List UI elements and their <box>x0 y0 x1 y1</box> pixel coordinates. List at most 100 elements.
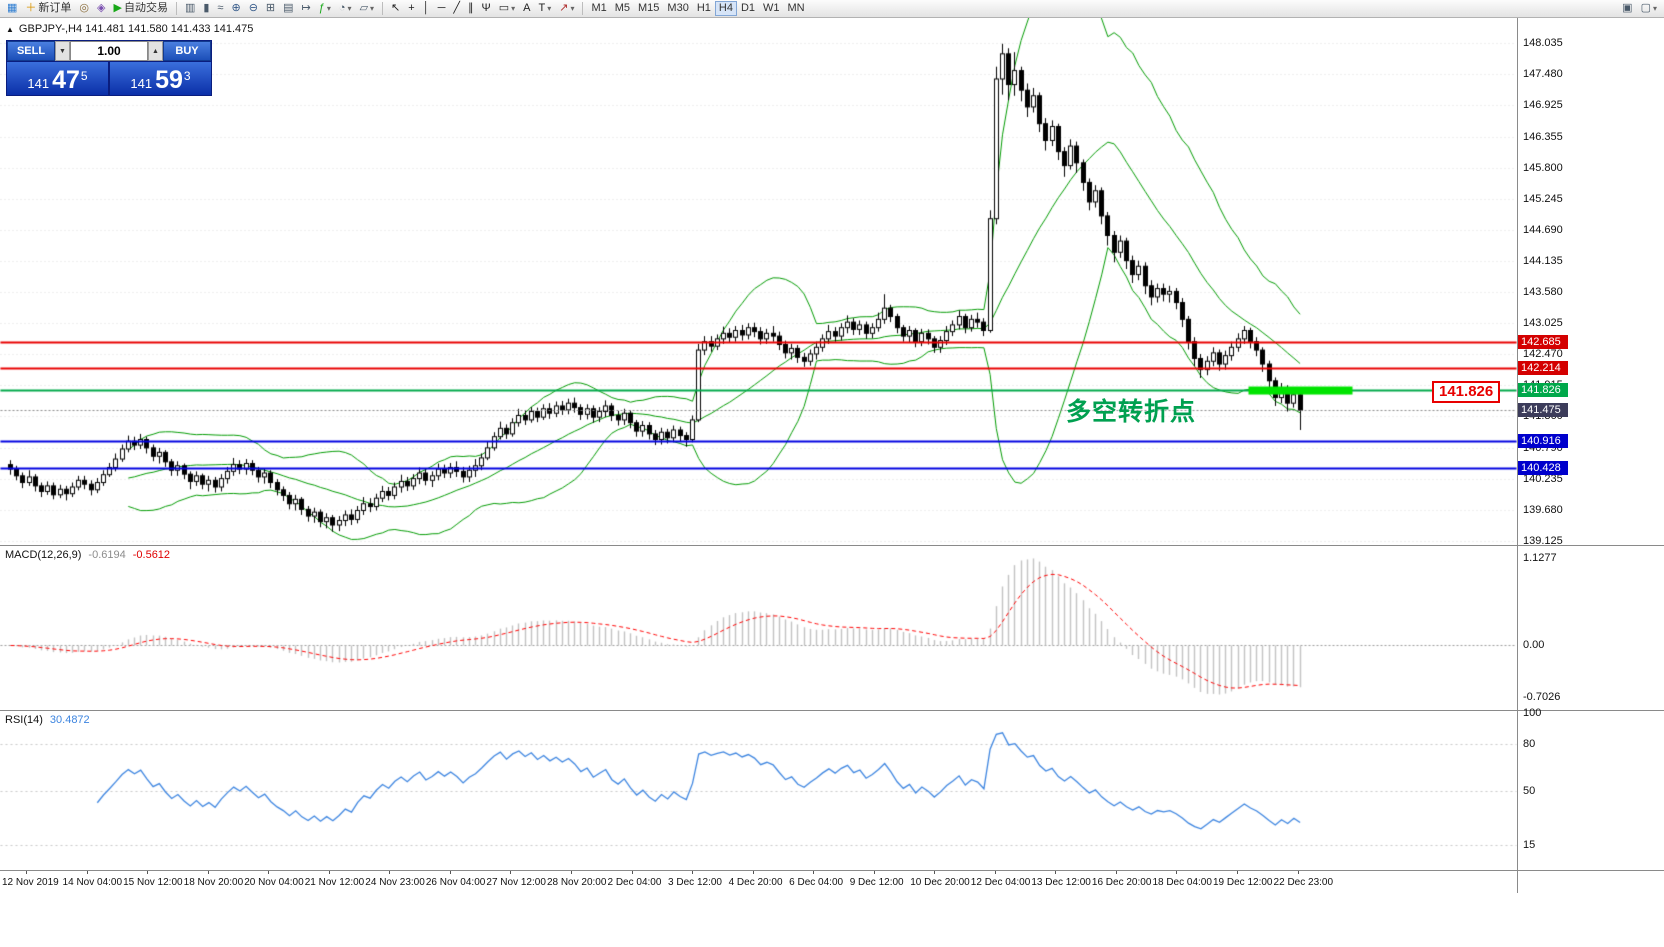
arrows-button[interactable]: ↗ ▾ <box>555 1 578 16</box>
autotrading-button[interactable]: ▶ 自动交易 <box>109 1 171 16</box>
scripts-icon-button[interactable]: ◈ <box>93 1 109 16</box>
time-axis-separator <box>0 870 1664 871</box>
new-chart-button[interactable]: ▢ ▾ <box>1637 1 1661 16</box>
buy-price-prefix: 141 <box>130 76 153 91</box>
time-axis-label: 16 Dec 20:00 <box>1091 877 1152 888</box>
time-scale[interactable]: 12 Nov 2019 14 Nov 04:00 15 Nov 12:00 18 No… <box>0 871 1517 893</box>
buy-button[interactable]: BUY <box>163 41 211 61</box>
crosshair-button[interactable]: + <box>404 1 418 16</box>
timeframe-m15-button[interactable]: M15 <box>634 1 663 16</box>
dock-chart-button[interactable]: ▣ <box>1618 1 1636 16</box>
periods-button[interactable]: ◔ ▾ <box>335 1 356 16</box>
chart-line-button[interactable]: ≈ <box>213 1 227 16</box>
sell-price-pip: 5 <box>80 69 88 83</box>
sell-price-display[interactable]: 141 47 5 <box>7 62 108 95</box>
price-axis-label: 145.245 <box>1523 192 1563 205</box>
time-axis-tick <box>1055 871 1057 874</box>
timeframe-m1-button[interactable]: M1 <box>587 1 610 16</box>
time-axis-label: 22 Dec 23:00 <box>1273 877 1334 888</box>
chart-window-icon-button[interactable]: ▦ <box>3 1 21 16</box>
timeframe-m30-button[interactable]: M30 <box>663 1 692 16</box>
main-chart-canvas[interactable] <box>0 18 1517 545</box>
price-axis-label: 146.925 <box>1523 99 1563 112</box>
autotrading-button-label: 自动交易 <box>123 2 168 14</box>
macd-signal-value: -0.5612 <box>132 549 171 561</box>
time-axis-label: 21 Nov 12:00 <box>304 877 365 888</box>
timeframe-w1-button[interactable]: W1 <box>759 1 784 16</box>
tile-windows-button[interactable]: ⊞ <box>262 1 279 16</box>
rsi-value: 30.4872 <box>49 714 90 726</box>
timeframe-h1-button-label: H1 <box>696 2 711 14</box>
time-axis-label: 24 Nov 23:00 <box>365 877 425 888</box>
periods-button-dropdown-icon[interactable]: ▾ <box>347 3 352 13</box>
text-button[interactable]: A <box>519 1 534 16</box>
indicators-button[interactable]: ƒ ▾ <box>315 1 335 16</box>
time-axis-tick <box>631 871 633 874</box>
shapes-button-dropdown-icon[interactable]: ▾ <box>511 3 516 13</box>
rsi-axis-label: 50 <box>1523 784 1536 797</box>
new-order-button[interactable]: ＋新订单 <box>21 1 75 16</box>
symbol-ohlc-text: GBPJPY-,H4 141.481 141.580 141.433 141.4… <box>18 23 254 35</box>
macd-panel-splitter[interactable] <box>0 545 1664 546</box>
indicators-button-dropdown-icon[interactable]: ▾ <box>326 3 331 13</box>
cursor-button[interactable]: ↖ <box>387 1 404 16</box>
text-label-button[interactable]: T ▾ <box>534 1 555 16</box>
fibonacci-button[interactable]: Ψ <box>478 1 495 16</box>
volume-increase-button[interactable]: ▲ <box>148 41 163 61</box>
time-axis-label: 3 Dec 12:00 <box>668 877 722 888</box>
time-axis-tick <box>449 871 451 874</box>
time-axis-label: 27 Nov 12:00 <box>486 877 546 888</box>
timeframe-m5-button[interactable]: M5 <box>611 1 634 16</box>
equidistant-channel-button[interactable]: ∥ <box>464 1 478 16</box>
chart-shift-icon: ↦ <box>301 2 311 14</box>
templates-button[interactable]: ▱ ▾ <box>356 1 378 16</box>
price-tag: 140.916 <box>1518 433 1568 448</box>
trade-controls-row: SELL ▼ ▲ BUY <box>7 41 211 61</box>
templates-button-dropdown-icon[interactable]: ▾ <box>370 3 375 13</box>
price-axis-label: 139.125 <box>1523 535 1563 547</box>
zoom-out-button[interactable]: ⊖ <box>245 1 262 16</box>
autotrading-icon: ▶ <box>113 2 122 14</box>
equidistant-channel-icon: ∥ <box>468 2 474 14</box>
time-axis-label: 12 Dec 04:00 <box>970 877 1031 888</box>
chart-candles-button[interactable]: ▮ <box>199 1 213 16</box>
time-axis-tick <box>570 871 572 874</box>
price-tag: 142.685 <box>1518 335 1568 350</box>
expert-advisors-icon-button[interactable]: ◎ <box>75 1 93 16</box>
main-toolbar: ▦ ＋新订单 ◎ ◈ ▶ 自动交易 ▥ ▮ ≈ ⊕ ⊖ ⊞ ▤ ↦ ƒ ▾ ◔ ▾ ▱ ▾ ↖ + │ ─ ╱ ∥ Ψ ▭ ▾ A T ▾ ↗ ▾… <box>0 0 1664 18</box>
price-axis-label: 148.035 <box>1523 37 1563 49</box>
new-chart-button-dropdown-icon[interactable]: ▾ <box>1652 3 1657 13</box>
arrows-button-dropdown-icon[interactable]: ▾ <box>570 3 575 13</box>
time-axis-label: 15 Nov 12:00 <box>123 877 183 888</box>
timeframe-h4-button[interactable]: H4 <box>714 1 737 16</box>
rsi-canvas[interactable] <box>0 711 1517 870</box>
price-scale[interactable]: 148.035 147.480 146.925 146.355 145.800 145.2… <box>1517 18 1664 893</box>
macd-canvas[interactable] <box>0 546 1517 710</box>
time-axis-tick <box>994 871 996 874</box>
text-label-button-dropdown-icon[interactable]: ▾ <box>547 3 552 13</box>
auto-arrange-button[interactable]: ▤ <box>279 1 297 16</box>
chart-bars-button[interactable]: ▥ <box>181 1 199 16</box>
chart-shift-button[interactable]: ↦ <box>298 1 315 16</box>
shapes-button[interactable]: ▭ ▾ <box>495 1 519 16</box>
chart-candles-icon: ▮ <box>203 2 210 14</box>
buy-price-display[interactable]: 141 59 3 <box>110 62 211 95</box>
crosshair-icon: + <box>408 2 415 14</box>
price-tag: 141.826 <box>1518 383 1568 398</box>
vertical-line-button[interactable]: │ <box>419 1 434 16</box>
vertical-line-icon: │ <box>422 2 430 14</box>
buy-price-big: 59 <box>155 66 183 94</box>
volume-input[interactable] <box>70 41 148 61</box>
price-axis-label: 143.025 <box>1523 317 1563 330</box>
timeframe-d1-button[interactable]: D1 <box>737 1 759 16</box>
timeframe-mn-button[interactable]: MN <box>784 1 809 16</box>
horizontal-line-button[interactable]: ─ <box>434 1 450 16</box>
volume-decrease-button[interactable]: ▼ <box>55 41 70 61</box>
zoom-in-button[interactable]: ⊕ <box>227 1 244 16</box>
rsi-panel-splitter[interactable] <box>0 710 1664 711</box>
timeframe-h1-button[interactable]: H1 <box>693 1 715 16</box>
sell-button[interactable]: SELL <box>7 41 55 61</box>
time-axis-label: 20 Nov 04:00 <box>244 877 304 888</box>
trendline-button[interactable]: ╱ <box>449 1 464 16</box>
chart-bars-icon: ▥ <box>184 2 196 14</box>
